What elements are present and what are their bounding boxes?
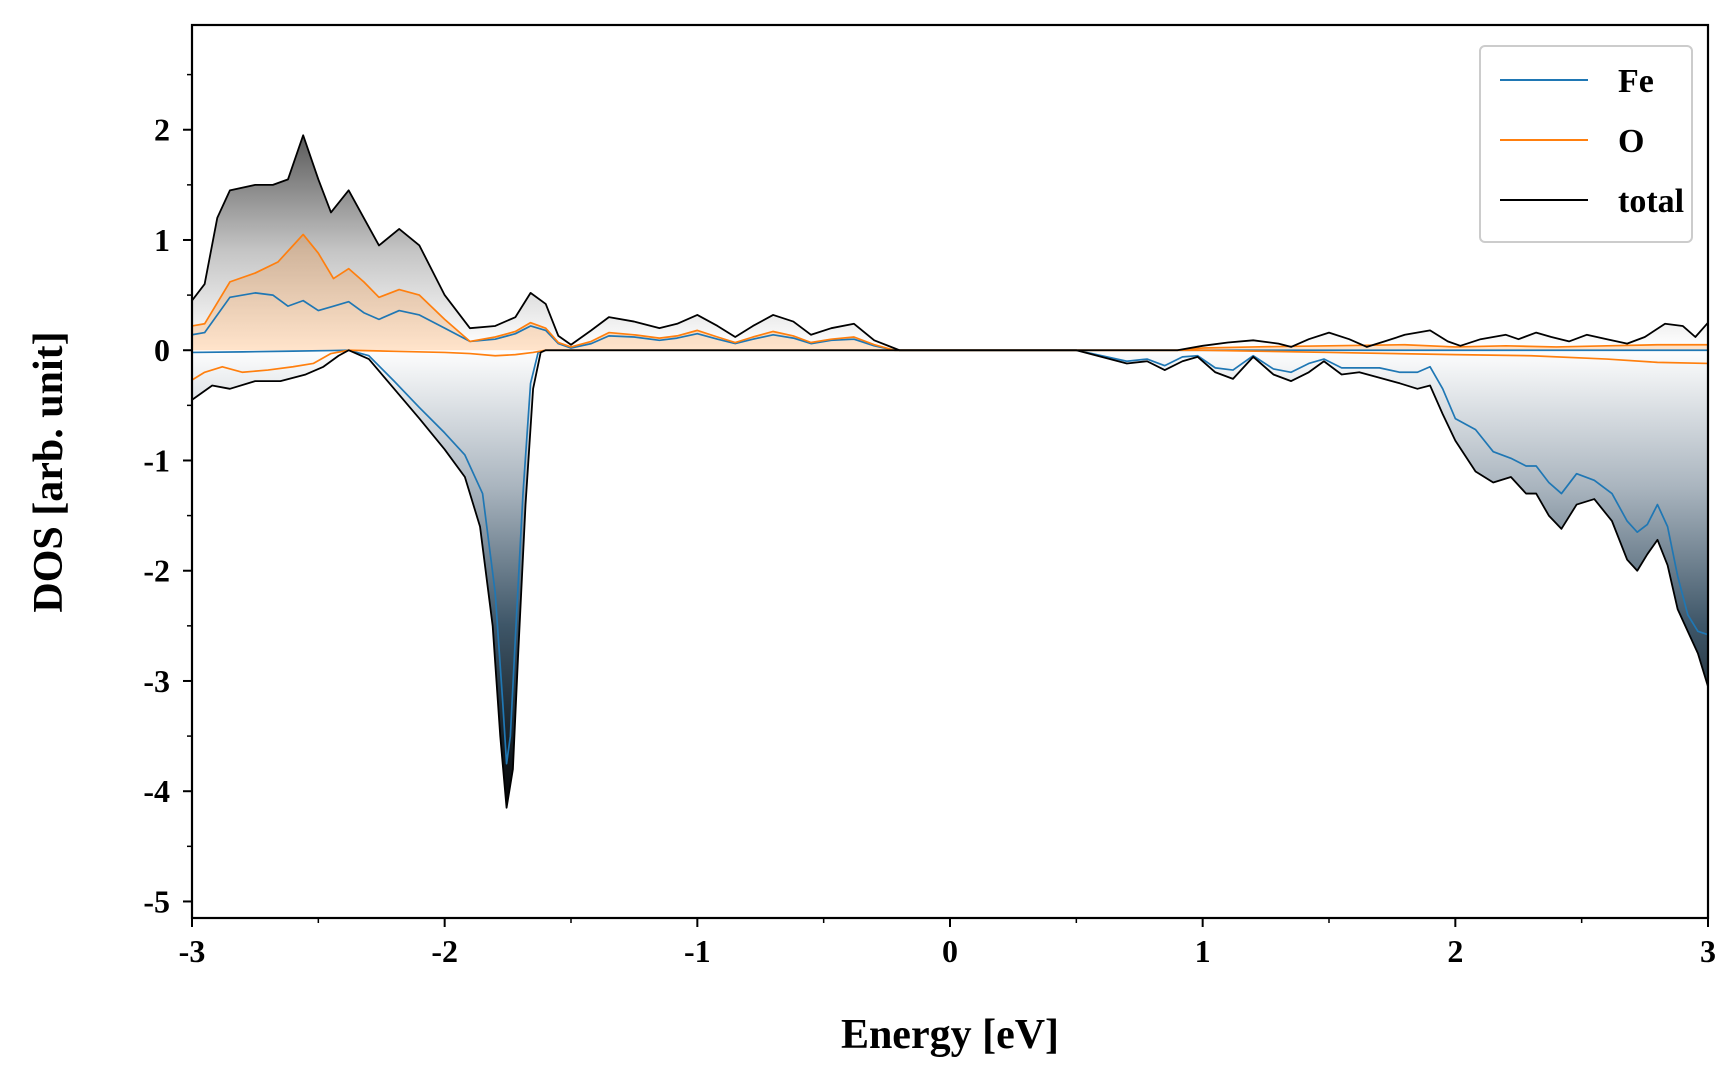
legend-box (1479, 45, 1693, 243)
legend-label-total: total (1618, 183, 1684, 220)
dos-lines (192, 134, 1708, 809)
line-fe-spin-down (192, 349, 1708, 765)
line-total-spin-down (192, 349, 1708, 809)
x-tick-label: 2 (1447, 933, 1463, 969)
x-tick-label: -3 (179, 933, 206, 969)
x-tick-label: 3 (1700, 933, 1716, 969)
y-tick-label: 1 (154, 222, 170, 258)
fill-fe-spin-up (192, 292, 1708, 351)
line-fe-spin-up (192, 292, 1708, 352)
fill-fe-spin-down (192, 350, 1708, 764)
x-tick-label: -1 (684, 933, 711, 969)
y-tick-label: -5 (143, 883, 170, 919)
x-tick-label: -2 (431, 933, 458, 969)
x-axis-title: Energy [eV] (841, 1012, 1059, 1058)
y-tick-label: -1 (143, 442, 170, 478)
dos-fills (192, 135, 1708, 808)
y-tick-label: -3 (143, 663, 170, 699)
legend-label-fe: Fe (1618, 63, 1654, 100)
x-tick-label: 0 (942, 933, 958, 969)
legend-label-o: O (1618, 123, 1644, 160)
y-tick-label: -4 (143, 773, 170, 809)
axis-ticks: -3 -2 -1 0 1 2 3 -5 -4 -3 -2 -1 0 1 2 (143, 73, 1716, 969)
line-total-spin-up (192, 134, 1708, 352)
line-o-spin-up (192, 233, 1708, 352)
line-o-spin-down (192, 349, 1708, 381)
fill-o-tint (192, 234, 1708, 351)
y-axis-title: DOS [arb. unit] (26, 331, 72, 612)
y-tick-label: -2 (143, 553, 170, 589)
y-tick-label: 0 (154, 332, 170, 368)
y-tick-label: 2 (154, 112, 170, 148)
x-tick-label: 1 (1195, 933, 1211, 969)
